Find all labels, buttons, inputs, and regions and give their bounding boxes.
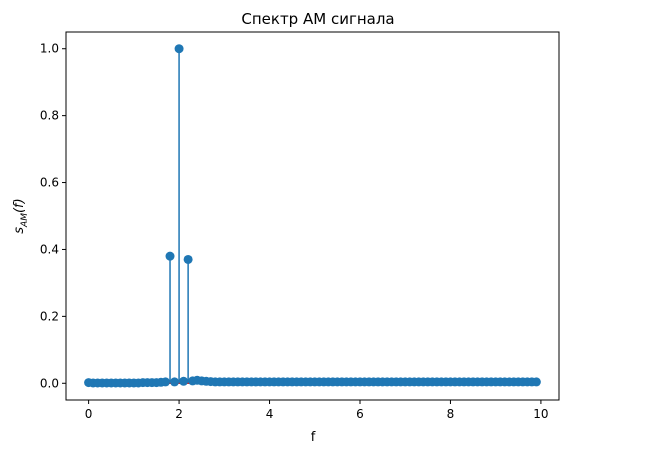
- y-tick-label: 0.0: [40, 376, 59, 390]
- chart-title: Спектр АМ сигнала: [241, 10, 394, 28]
- x-tick-label: 2: [175, 407, 183, 421]
- y-tick-label: 1.0: [40, 42, 59, 56]
- x-axis: 0 2 4 6 8 10: [85, 400, 549, 421]
- x-tick-label: 4: [266, 407, 274, 421]
- y-tick-label: 0.2: [40, 309, 59, 323]
- y-axis-title: sAM(f): [12, 198, 30, 233]
- stem-marker: [165, 251, 175, 261]
- y-axis-title-main: s: [12, 227, 27, 234]
- svg-text:sAM(f): sAM(f): [12, 198, 30, 233]
- y-tick-label: 0.8: [40, 109, 59, 123]
- stem-marker: [183, 254, 193, 264]
- stem-marker: [170, 377, 180, 387]
- x-tick-label: 8: [447, 407, 455, 421]
- stem-marker: [161, 377, 171, 387]
- stem-marker: [179, 376, 189, 386]
- y-tick-label: 0.4: [40, 242, 59, 256]
- y-axis-title-arg: (f): [12, 198, 27, 213]
- x-tick-label: 10: [533, 407, 548, 421]
- y-axis-title-sub: AM: [20, 213, 30, 228]
- x-tick-label: 6: [356, 407, 364, 421]
- y-tick-label: 0.6: [40, 176, 59, 190]
- x-axis-title: f: [311, 430, 316, 445]
- axes-frame: [65, 31, 560, 401]
- stem-marker: [531, 377, 541, 387]
- stem-marker: [174, 44, 184, 54]
- y-axis: 0.0 0.2 0.4 0.6 0.8 1.0: [40, 42, 66, 390]
- plot-area: [84, 44, 541, 388]
- x-tick-label: 0: [85, 407, 93, 421]
